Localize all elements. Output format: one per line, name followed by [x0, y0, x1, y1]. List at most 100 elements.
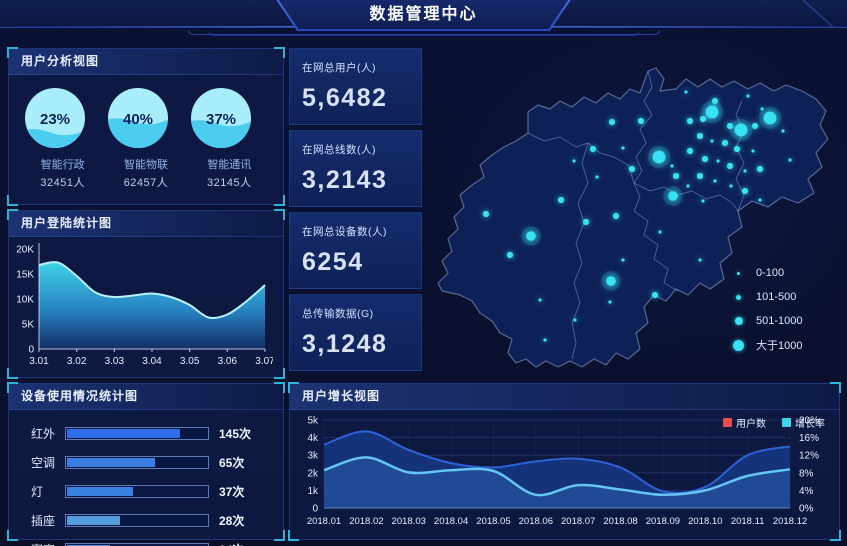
panel-title-device-usage: 设备使用情况统计图	[9, 384, 283, 410]
svg-text:16%: 16%	[799, 433, 819, 444]
region-map: 0-100 101-500 501-1000 大于1000	[430, 45, 847, 375]
map-legend: 0-100 101-500 501-1000 大于1000	[733, 261, 803, 357]
svg-text:8%: 8%	[799, 468, 814, 479]
stat-card-online-users: 在网总用户(人) 5,6482	[289, 48, 422, 125]
growth-chart-legend: 用户数 增长率	[723, 415, 825, 430]
svg-text:37%: 37%	[206, 111, 236, 128]
svg-text:23%: 23%	[40, 111, 70, 128]
bar-track	[65, 485, 209, 498]
corner-bracket	[274, 195, 285, 206]
corner-bracket	[7, 195, 18, 206]
svg-text:0: 0	[28, 345, 34, 356]
svg-text:3.04: 3.04	[142, 356, 162, 367]
panel-user-analysis: 用户分析视图 23% 智能行政 32451人 40% 智能物联 62457人 37% 智能通讯…	[7, 47, 285, 206]
gauge-count: 62457人	[123, 177, 169, 189]
device-name: 窗帘	[31, 541, 65, 546]
svg-text:2018.07: 2018.07	[561, 516, 595, 527]
device-bar-row: 插座 28次	[31, 512, 269, 529]
svg-text:2018.06: 2018.06	[519, 516, 553, 527]
svg-text:3.03: 3.03	[105, 356, 125, 367]
svg-text:3k: 3k	[307, 451, 319, 462]
liquid-gauges: 23% 智能行政 32451人 40% 智能物联 62457人 37% 智能通讯 32145人	[9, 75, 283, 190]
legend-swatch-icon	[723, 418, 732, 427]
panel-title-user-growth: 用户增长视图	[290, 384, 839, 410]
legend-dot-icon	[735, 317, 743, 325]
corner-bracket	[7, 47, 18, 58]
stat-value: 5,6482	[302, 84, 388, 112]
corner-bracket	[274, 368, 285, 379]
liquid-gauge-icon: 40%	[107, 88, 168, 148]
device-bar-row: 窗帘 24次	[31, 541, 269, 546]
page-title: 数据管理中心	[369, 6, 478, 23]
bar-fill	[67, 458, 156, 467]
svg-text:2018.11: 2018.11	[731, 516, 765, 527]
map-legend-item: 101-500	[733, 285, 803, 309]
panel-title-login-stats: 用户登陆统计图	[9, 211, 283, 237]
svg-text:2k: 2k	[307, 468, 319, 479]
svg-text:1k: 1k	[307, 486, 319, 497]
gauge-name: 智能行政	[40, 159, 85, 171]
map-province-outline	[437, 67, 829, 368]
svg-text:0: 0	[312, 504, 318, 515]
bar-fill	[67, 516, 121, 525]
device-bar-row: 灯 37次	[31, 483, 269, 500]
svg-text:4%: 4%	[799, 486, 814, 497]
svg-text:2018.02: 2018.02	[349, 516, 383, 527]
bar-track	[65, 514, 209, 527]
panel-user-growth: 用户增长视图 用户数 增长率 0 1k 2k 3k 4k 5k 0% 4% 8% 12% 16% 20…	[288, 382, 841, 541]
corner-bracket	[274, 209, 285, 220]
device-count: 145次	[219, 427, 252, 441]
device-name: 插座	[31, 514, 56, 528]
device-name: 红外	[31, 427, 56, 441]
svg-text:2018.05: 2018.05	[476, 516, 510, 527]
liquid-gauge-3: 37% 智能通讯 32145人	[189, 86, 269, 190]
map-legend-item: 501-1000	[733, 309, 803, 333]
legend-item-users[interactable]: 用户数	[723, 415, 766, 430]
svg-text:3.07: 3.07	[255, 356, 273, 367]
stat-label: 总传输数据(G)	[302, 308, 374, 320]
stat-value: 3,1248	[302, 330, 388, 358]
corner-bracket	[830, 382, 841, 393]
map-data-dots	[482, 90, 792, 342]
svg-text:3.01: 3.01	[29, 356, 49, 367]
svg-text:20K: 20K	[16, 245, 34, 256]
stat-card-total-data: 总传输数据(G) 3,1248	[289, 294, 422, 371]
gauge-name: 智能物联	[123, 159, 168, 171]
panel-login-stats: 用户登陆统计图 0 5K 10K 15K 20K 3.01 3.02 3.03 3.04 3.05…	[7, 209, 285, 379]
header-diagonal-decoration	[803, 0, 833, 27]
stat-label: 在网总用户(人)	[302, 62, 376, 74]
device-bar-row: 空调 65次	[31, 454, 269, 471]
panel-title-user-analysis: 用户分析视图	[9, 49, 283, 75]
svg-text:2018.04: 2018.04	[434, 516, 468, 527]
svg-text:2018.08: 2018.08	[603, 516, 637, 527]
stat-card-online-lines: 在网总线数(人) 3,2143	[289, 130, 422, 207]
bar-track	[65, 456, 209, 469]
legend-dot-icon	[733, 339, 744, 351]
gauge-name: 智能通讯	[207, 159, 252, 171]
svg-text:2018.12: 2018.12	[773, 516, 807, 527]
legend-item-growth-rate[interactable]: 增长率	[782, 415, 825, 430]
svg-text:40%: 40%	[123, 111, 153, 128]
legend-dot-icon	[736, 294, 741, 300]
device-name: 空调	[31, 456, 56, 470]
liquid-gauge-icon: 23%	[24, 88, 85, 148]
map-svg	[437, 67, 829, 368]
svg-text:10K: 10K	[16, 295, 34, 306]
svg-text:5k: 5k	[307, 416, 319, 427]
stat-value: 6254	[302, 248, 364, 276]
svg-text:3.05: 3.05	[180, 356, 200, 367]
corner-bracket	[274, 47, 285, 58]
gauge-count: 32145人	[207, 177, 252, 189]
svg-text:5K: 5K	[22, 320, 35, 331]
stat-card-online-devices: 在网总设备数(人) 6254	[289, 212, 422, 289]
svg-text:2018.03: 2018.03	[392, 516, 426, 527]
corner-bracket	[7, 368, 18, 379]
svg-text:2018.10: 2018.10	[688, 516, 722, 527]
corner-bracket	[288, 530, 299, 541]
svg-text:20%: 20%	[799, 416, 819, 427]
legend-dot-icon	[737, 271, 740, 275]
corner-bracket	[7, 209, 18, 220]
